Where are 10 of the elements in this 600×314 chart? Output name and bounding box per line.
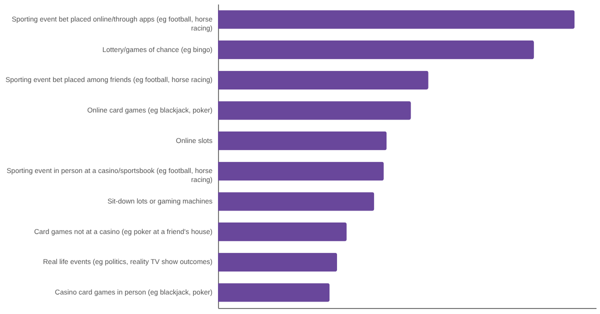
bar [218, 70, 428, 90]
bar [218, 192, 374, 211]
bar [218, 40, 534, 60]
bar [218, 222, 347, 242]
bar [218, 10, 575, 29]
bar [218, 252, 338, 272]
bar [218, 101, 411, 120]
bar [218, 162, 384, 181]
bar [218, 283, 330, 302]
bar [218, 131, 387, 150]
